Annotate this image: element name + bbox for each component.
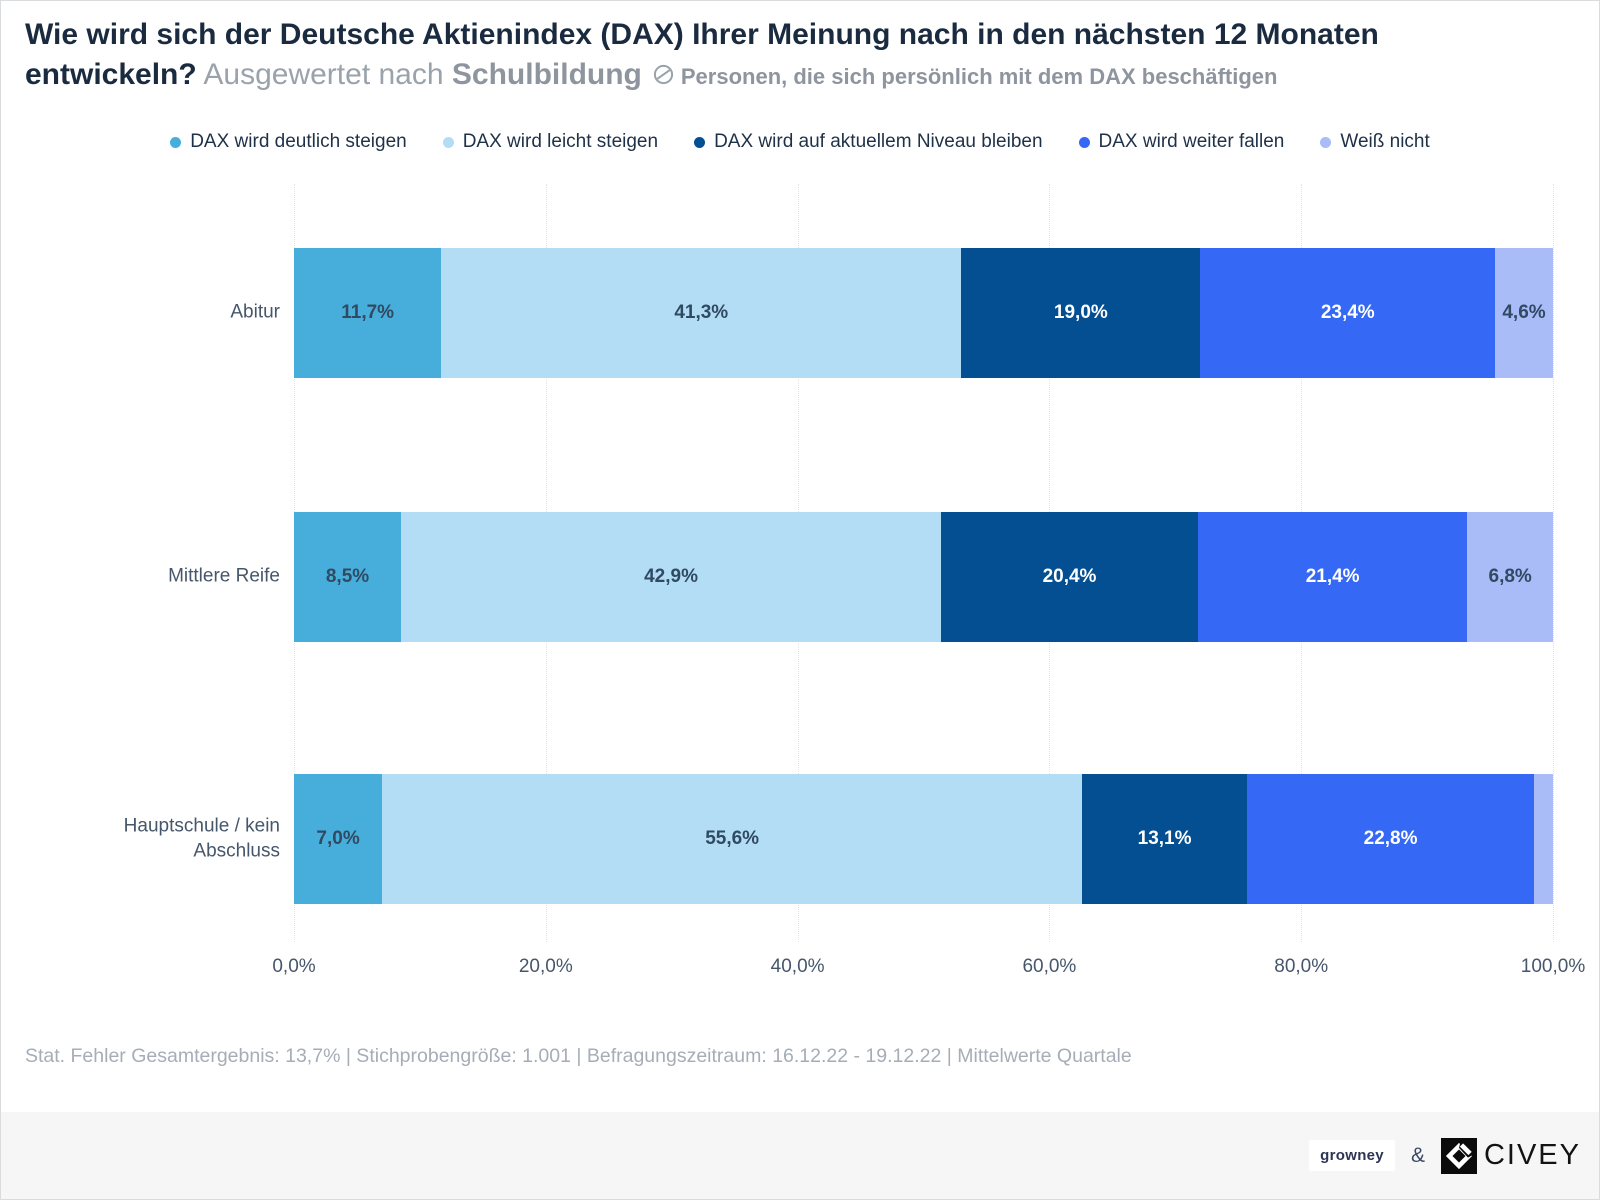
methodology-footnote: Stat. Fehler Gesamtergebnis: 13,7% | Sti… — [25, 1045, 1132, 1067]
bar-value-label: 11,7% — [341, 302, 395, 323]
x-tick-label: 40,0% — [770, 956, 825, 977]
bar-segment[interactable]: 4,6% — [1495, 248, 1553, 378]
civey-logo-icon — [1440, 1137, 1477, 1174]
subtitle-note: Personen, die sich persönlich mit dem DA… — [680, 63, 1278, 89]
plot-area: Abitur 11,7% 41,3% 19,0% 23,4% 4,6% Mittlere R… — [124, 184, 1585, 977]
civey-wordmark: CIVEY — [1483, 1139, 1581, 1171]
bar-segment[interactable]: 55,6% — [382, 774, 1083, 904]
bar-value-label: 42,9% — [644, 566, 698, 587]
bar-segment[interactable]: 21,4% — [1197, 512, 1468, 642]
bar-segment[interactable]: 8,5% — [294, 512, 401, 642]
ampersand: & — [1410, 1143, 1425, 1167]
bar-segment[interactable]: 41,3% — [441, 248, 962, 378]
bar-row: Hauptschule / kein Abschluss 7,0% 55,6% 13,… — [124, 774, 1553, 904]
bar-value-label: 20,4% — [1042, 566, 1097, 587]
subtitle-prefix: Ausgewertet nach — [196, 57, 452, 91]
page-title: Wie wird sich der Deutsche Aktienindex (… — [25, 18, 1379, 51]
y-category-label: Abitur — [230, 301, 280, 323]
bar-value-label: 13,1% — [1137, 828, 1192, 849]
legend-item[interactable]: DAX wird deutlich steigen — [170, 131, 407, 153]
legend-item[interactable]: Weiß nicht — [1320, 131, 1430, 153]
bar-value-label: 41,3% — [674, 302, 729, 323]
bar-value-label: 21,4% — [1305, 566, 1360, 587]
page-title-line2: entwickeln? — [25, 57, 197, 91]
legend: DAX wird deutlich steigen DAX wird leicht… — [1, 131, 1599, 153]
growney-logo[interactable]: growney — [1309, 1140, 1395, 1171]
x-tick-label: 80,0% — [1274, 956, 1329, 977]
bar-row: Abitur 11,7% 41,3% 19,0% 23,4% 4,6% — [230, 248, 1553, 378]
legend-label: DAX wird weiter fallen — [1098, 131, 1285, 152]
bar-segment[interactable]: 13,1% — [1082, 774, 1248, 904]
bar-value-label: 8,5% — [325, 566, 370, 587]
legend-item[interactable]: DAX wird leicht steigen — [442, 131, 659, 153]
bar-value-label: 7,0% — [316, 828, 360, 849]
bar-value-label: 4,6% — [1502, 302, 1546, 323]
gridline — [1553, 184, 1554, 942]
legend-label: DAX wird leicht steigen — [462, 131, 659, 152]
bar-segment[interactable]: 11,7% — [294, 248, 442, 378]
legend-item[interactable]: DAX wird weiter fallen — [1078, 131, 1285, 153]
x-tick-label: 60,0% — [1022, 956, 1077, 977]
bar-segment[interactable] — [1534, 774, 1553, 904]
bar-segment[interactable]: 23,4% — [1200, 248, 1496, 378]
x-tick-label: 20,0% — [518, 956, 573, 977]
bar-segment[interactable]: 6,8% — [1467, 512, 1553, 642]
bar-segment[interactable]: 22,8% — [1247, 774, 1535, 904]
x-tick-label: 0,0% — [272, 956, 316, 977]
bar-segment[interactable]: 20,4% — [941, 512, 1198, 642]
bar-value-label: 55,6% — [705, 828, 760, 849]
bar-segment[interactable]: 19,0% — [961, 248, 1201, 378]
legend-dot-icon — [170, 136, 182, 148]
legend-dot-icon — [1078, 136, 1090, 148]
legend-label: Weiß nicht — [1340, 131, 1430, 152]
bar-segment[interactable]: 7,0% — [294, 774, 383, 904]
x-axis: 0,0% 20,0% 40,0% 60,0% 80,0% 100,0% — [272, 956, 1585, 982]
legend-label: DAX wird deutlich steigen — [190, 131, 407, 152]
subtitle-grouping: Schulbildung — [451, 57, 642, 91]
legend-dot-icon — [1320, 136, 1332, 148]
bar-value-label: 6,8% — [1488, 566, 1532, 587]
bar-value-label: 19,0% — [1053, 302, 1108, 323]
y-category-label: Mittlere Reife — [168, 565, 280, 587]
civey-logo[interactable]: CIVEY — [1440, 1137, 1581, 1174]
bar-row: Mittlere Reife 8,5% 42,9% 20,4% 21,4% 6,8% — [168, 512, 1553, 642]
y-category-label: Hauptschule / kein Abschluss — [123, 815, 280, 861]
legend-dot-icon — [694, 136, 706, 148]
excluded-subpopulation-icon — [652, 63, 675, 92]
branding-band: growney & CIVEY — [1, 1112, 1599, 1199]
x-tick-label: 100,0% — [1520, 956, 1586, 977]
bar-value-label: 23,4% — [1320, 302, 1375, 323]
legend-dot-icon — [442, 136, 454, 148]
legend-item[interactable]: DAX wird auf aktuellem Niveau bleiben — [694, 131, 1043, 153]
legend-label: DAX wird auf aktuellem Niveau bleiben — [714, 131, 1043, 152]
bar-segment[interactable]: 42,9% — [401, 512, 942, 642]
bar-value-label: 22,8% — [1363, 828, 1418, 849]
header: Wie wird sich der Deutsche Aktienindex (… — [25, 15, 1579, 94]
